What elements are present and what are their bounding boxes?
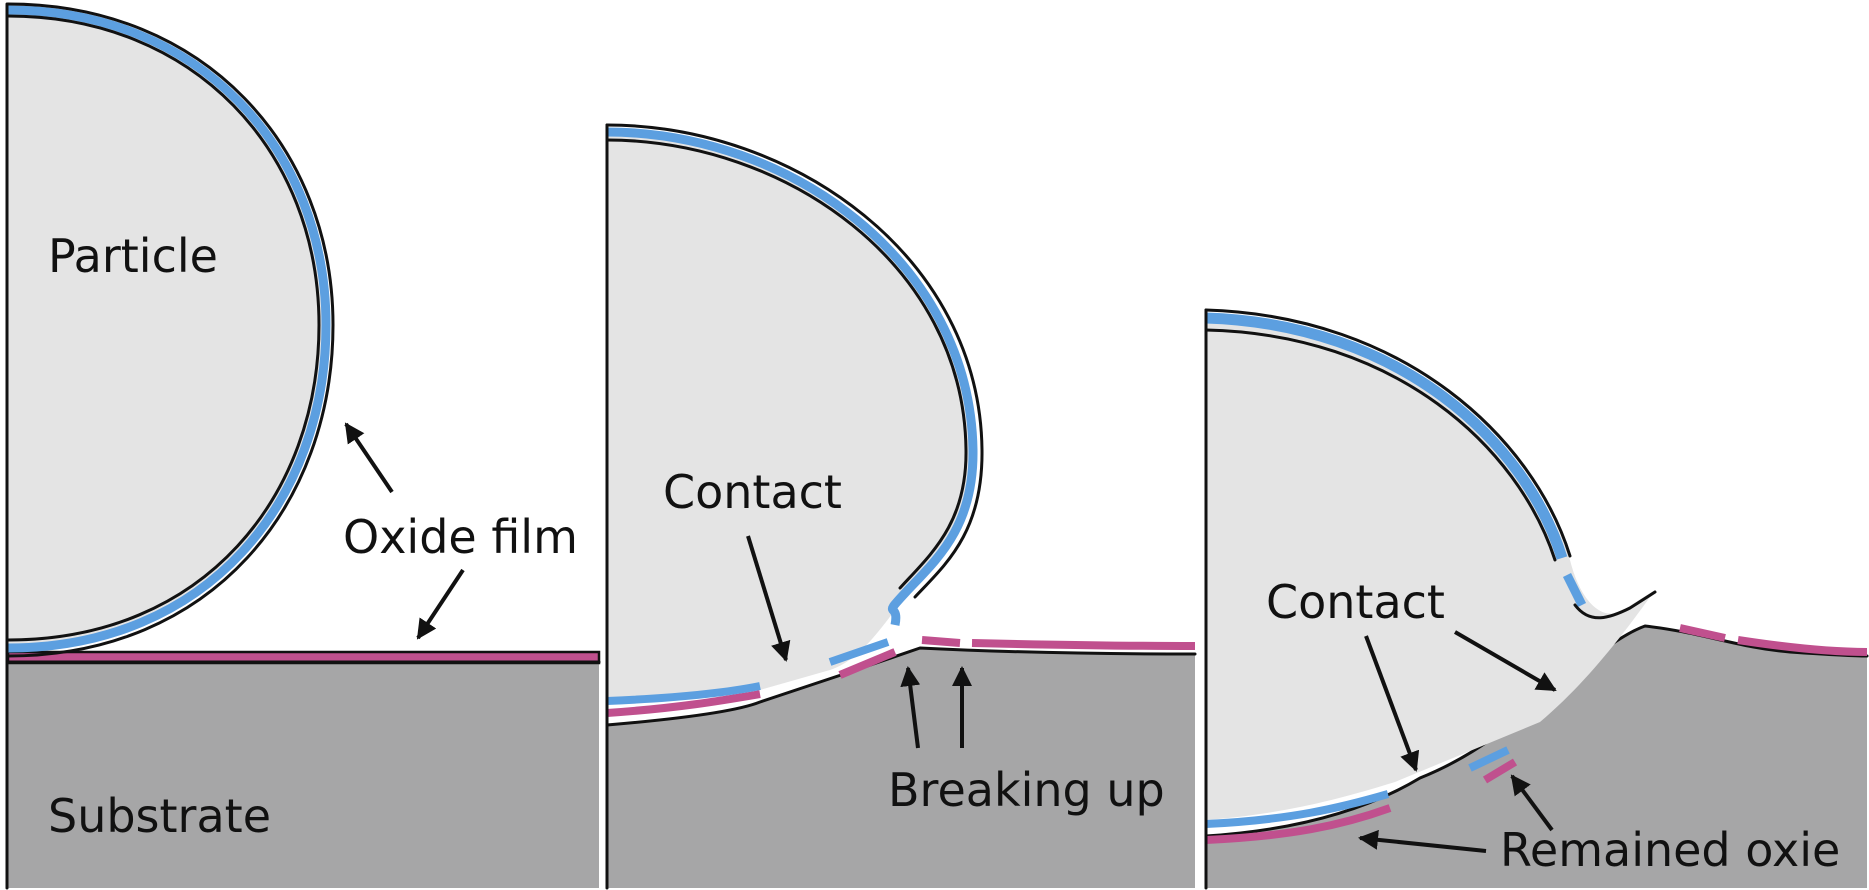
oxide-film-arrow-up xyxy=(344,422,394,494)
substrate-oxide-film-2 xyxy=(606,690,761,717)
particle-oxide-film-2-bottom xyxy=(606,682,761,705)
substrate-oxide-film-2-right xyxy=(971,639,1196,650)
panel-2: Contact Breaking up xyxy=(605,123,1197,890)
substrate-oxide-fragment-2a xyxy=(838,648,897,679)
substrate-2 xyxy=(607,648,1195,888)
particle-oxide-film-3 xyxy=(1205,312,1568,560)
substrate-oxide-fragment-2b xyxy=(921,636,961,647)
particle-oxide-fragment-3a xyxy=(1562,572,1587,608)
particle-oxide-film-1 xyxy=(7,5,331,653)
particle-2 xyxy=(607,130,976,700)
substrate-label: Substrate xyxy=(48,789,271,843)
remained-oxide-label: Remained oxie xyxy=(1500,823,1840,877)
panel-1: Particle Oxide film Substrate xyxy=(5,2,601,890)
oxide-film-arrow-down xyxy=(416,568,465,640)
contact-label-3: Contact xyxy=(1266,575,1445,629)
substrate-1 xyxy=(8,662,599,888)
substrate-3 xyxy=(1206,626,1867,888)
remained-oxide-arrow-a xyxy=(1510,774,1554,832)
breaking-up-arrow-a xyxy=(900,666,921,749)
substrate-oxide-film-3 xyxy=(1205,804,1392,844)
particle-label: Particle xyxy=(48,229,218,283)
contact-label-2: Contact xyxy=(663,465,842,519)
particle-oxide-fragment-2 xyxy=(828,638,890,666)
breaking-up-label: Breaking up xyxy=(888,763,1165,817)
substrate-oxide-fragment-3 xyxy=(1482,758,1518,784)
contact-arrow-3b xyxy=(1453,630,1557,692)
substrate-oxide-film-3-far xyxy=(1737,636,1868,656)
contact-arrow-2 xyxy=(746,535,791,662)
particle-oxide-fragment-3b xyxy=(1468,746,1510,772)
panel-3: Contact Remained oxie xyxy=(1204,308,1869,890)
oxide-film-label: Oxide film xyxy=(343,510,578,564)
remained-oxide-arrow-b xyxy=(1358,829,1487,853)
particle-1 xyxy=(8,8,328,650)
contact-arrow-3a xyxy=(1364,635,1420,772)
particle-oxide-film-2 xyxy=(606,127,978,626)
substrate-oxide-film-3-right xyxy=(1679,624,1726,642)
particle-3 xyxy=(1206,316,1655,820)
particle-oxide-film-3-bottom xyxy=(1205,790,1390,828)
